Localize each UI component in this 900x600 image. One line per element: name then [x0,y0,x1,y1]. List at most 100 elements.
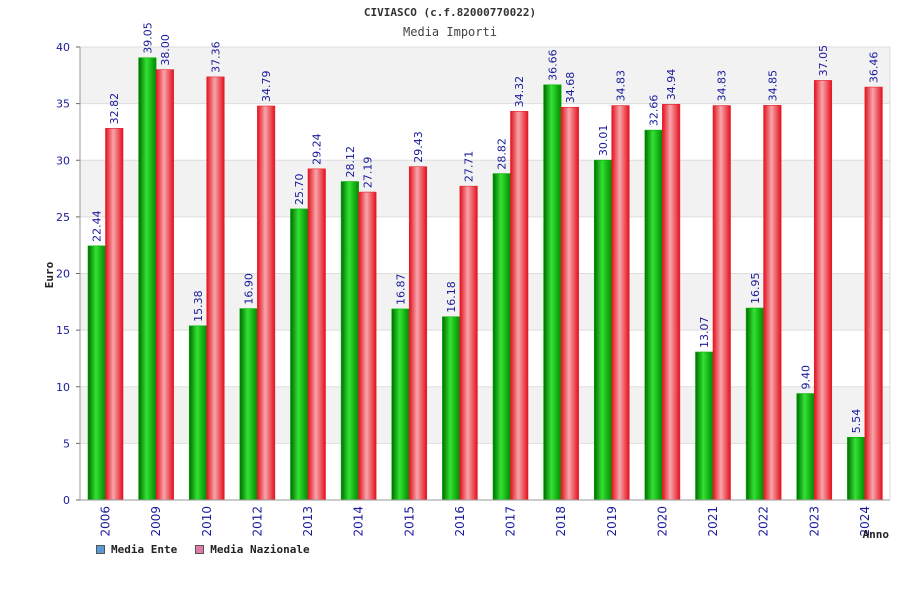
value-label: 34.85 [766,70,779,102]
value-label: 34.79 [260,71,273,103]
bar-media-ente-2016 [442,316,461,501]
value-label: 37.36 [210,41,223,73]
x-tick-label: 2014 [352,506,366,537]
bar-media-nazionale-2009 [155,69,174,501]
value-label: 16.95 [749,273,762,305]
legend-label-nazionale: Media Nazionale [210,543,310,556]
value-label: 9.40 [800,365,813,390]
value-label: 16.87 [395,273,408,305]
bar-media-nazionale-2018 [560,106,579,501]
x-tick-label: 2020 [655,506,669,537]
value-label: 37.05 [817,45,830,77]
bar-media-ente-2024 [847,436,866,501]
y-tick-label: 15 [56,324,70,337]
value-label: 16.90 [243,273,256,305]
value-label: 34.83 [716,70,729,102]
axes [79,47,891,501]
value-label: 5.54 [850,409,863,434]
x-tick-label: 2009 [149,506,163,537]
bar-media-ente-2020 [644,129,663,501]
bar-media-nazionale-2014 [358,191,377,501]
bar-media-nazionale-2010 [206,76,225,501]
value-label: 32.66 [648,95,661,127]
bar-media-ente-2023 [796,393,815,501]
value-label: 28.12 [344,146,357,178]
bar-media-nazionale-2012 [257,105,276,501]
x-tick-label: 2006 [99,506,113,537]
legend-item-nazionale: Media Nazionale [195,543,310,556]
value-label: 27.71 [463,151,476,183]
bar-media-nazionale-2013 [307,168,326,501]
bar-media-ente-2009 [138,57,157,501]
value-label: 39.05 [141,22,154,54]
y-tick-label: 35 [56,98,70,111]
chart-title: CIVIASCO (c.f.82000770022) [363,6,537,19]
bar-media-nazionale-2022 [763,105,782,501]
bar-media-ente-2006 [87,245,106,501]
bar-media-ente-2010 [188,325,208,501]
legend-item-ente: Media Ente [96,543,177,556]
x-tick-label: 2017 [504,506,518,537]
y-tick-label: 30 [56,154,70,167]
value-label: 29.24 [311,133,324,165]
bar-media-ente-2012 [239,308,258,501]
legend-swatch-ente [96,545,105,554]
x-tick-label: 2024 [858,506,872,537]
x-tick-label: 2015 [402,506,416,537]
x-tick-label: 2013 [301,506,315,537]
bar-media-nazionale-2020 [662,104,681,501]
value-label: 32.82 [108,93,121,125]
x-tick-label: 2023 [807,506,821,537]
x-tick-label: 2010 [200,506,214,537]
legend-swatch-nazionale [195,545,205,554]
bar-media-ente-2015 [391,308,410,501]
bar-media-ente-2013 [290,208,309,501]
bar-media-ente-2021 [695,351,714,501]
bar-media-ente-2017 [492,173,511,501]
value-labels: 22.44 32.82 39.05 38.00 15.38 37.36 16.90 34.79… [91,22,881,433]
chart-subtitle: Media Importi [403,25,497,39]
bar-media-nazionale-2021 [712,105,731,501]
y-tick-label: 5 [63,437,70,450]
bar-media-nazionale-2016 [459,185,478,501]
y-axis-label: Euro [43,261,56,288]
x-axis-label: Anno [863,528,890,541]
y-tick-label: 25 [56,211,70,224]
bar-media-ente-2018 [543,84,562,501]
bar-media-nazionale-2024 [864,86,883,501]
value-label: 27.19 [361,157,374,189]
value-label: 13.07 [698,316,711,348]
bar-media-nazionale-2023 [813,80,833,501]
value-label: 34.32 [513,76,526,108]
bar-media-nazionale-2019 [611,105,630,501]
value-label: 34.68 [564,72,577,104]
x-tick-label: 2018 [554,506,568,537]
legend: Media Ente Media Nazionale [96,543,310,556]
bar-media-nazionale-2015 [408,166,428,501]
bar-media-nazionale-2006 [105,128,124,501]
bar-media-ente-2022 [745,307,764,501]
x-tick-label: 2022 [757,506,771,537]
y-tick-label: 40 [56,41,70,54]
value-label: 16.18 [445,281,458,313]
value-label: 29.43 [412,131,425,163]
y-tick-label: 10 [56,381,70,394]
x-tick-label: 2019 [605,506,619,537]
x-tick-label: 2012 [250,506,264,537]
legend-label-ente: Media Ente [111,543,178,556]
value-label: 28.82 [496,138,509,170]
value-label: 25.70 [293,173,306,205]
value-label: 34.83 [615,70,628,102]
y-tick-labels: 0 5 10 15 20 25 30 35 40 [56,41,70,507]
value-label: 34.94 [665,69,678,101]
value-label: 38.00 [159,34,172,66]
value-label: 36.46 [868,52,881,84]
x-tick-labels: 2006 2009 2010 2012 2013 2014 2015 2016 2017 2018… [99,506,872,537]
bar-media-ente-2014 [340,181,359,501]
value-label: 15.38 [192,290,205,322]
y-tick-label: 20 [56,268,70,281]
bar-media-nazionale-2017 [510,111,529,501]
x-tick-label: 2021 [706,506,720,537]
x-tick-label: 2016 [453,506,467,537]
